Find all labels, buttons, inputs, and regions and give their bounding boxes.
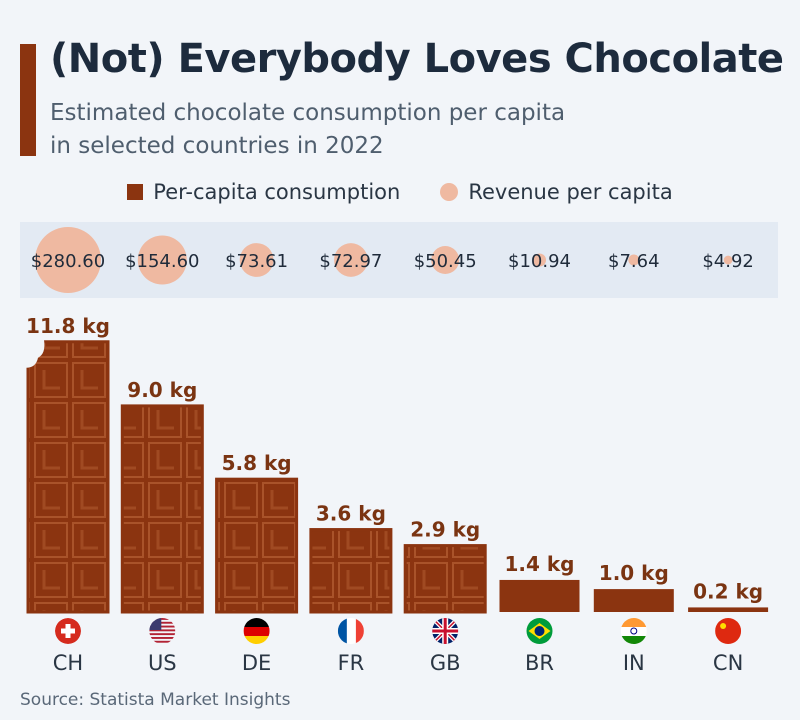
revenue-label-US: $154.60 xyxy=(125,251,199,272)
flag-france-icon xyxy=(337,618,364,644)
flag-switzerland-icon xyxy=(55,618,81,644)
consumption-bar-FR xyxy=(309,528,393,614)
flag-india-icon xyxy=(620,618,647,644)
category-label-CN: CN xyxy=(713,651,743,675)
chart-title: (Not) Everybody Loves Chocolate xyxy=(50,36,784,82)
revenue-circle-CN xyxy=(723,255,733,265)
consumption-label-BR: 1.4 kg xyxy=(504,552,574,576)
consumption-bar-DE xyxy=(215,477,299,614)
bite-mark xyxy=(26,339,45,368)
revenue-label-CH: $280.60 xyxy=(31,251,105,272)
consumption-label-GB: 2.9 kg xyxy=(410,518,480,542)
legend-item-consumption: Per-capita consumption xyxy=(127,180,400,204)
legend: Per-capita consumption Revenue per capit… xyxy=(0,180,800,204)
legend-label-consumption: Per-capita consumption xyxy=(153,180,401,204)
legend-item-revenue: Revenue per capita xyxy=(440,180,673,204)
category-label-GB: GB xyxy=(430,651,461,675)
consumption-bar-GB xyxy=(403,544,487,614)
legend-swatch-consumption xyxy=(127,184,144,200)
category-label-IN: IN xyxy=(623,651,645,675)
revenue-circle-DE xyxy=(239,243,274,277)
consumption-bar-IN xyxy=(593,589,674,612)
category-label-DE: DE xyxy=(242,651,271,675)
consumption-bar-BR xyxy=(499,579,580,612)
flag-usa-icon xyxy=(149,618,176,643)
chart-subtitle-line1: Estimated chocolate consumption per capi… xyxy=(50,100,566,126)
revenue-label-GB: $50.45 xyxy=(414,251,477,272)
source-note: Source: Statista Market Insights xyxy=(20,690,291,710)
revenue-label-FR: $72.97 xyxy=(319,251,382,272)
revenue-circle-IN xyxy=(628,254,640,266)
consumption-bar-US xyxy=(120,404,204,614)
revenue-circle-FR xyxy=(334,243,368,277)
category-label-BR: BR xyxy=(525,651,554,675)
revenue-label-IN: $7.64 xyxy=(608,251,660,272)
revenue-label-CN: $4.92 xyxy=(702,251,754,272)
revenue-circle-GB xyxy=(431,246,460,274)
flag-brazil-icon xyxy=(526,618,553,644)
legend-label-revenue: Revenue per capita xyxy=(468,180,673,204)
title-accent-bar xyxy=(20,44,36,156)
revenue-circle-US xyxy=(137,235,187,285)
consumption-label-DE: 5.8 kg xyxy=(222,451,292,475)
revenue-label-DE: $73.61 xyxy=(225,251,288,272)
consumption-label-CN: 0.2 kg xyxy=(693,579,763,603)
revenue-circle-BR xyxy=(532,253,547,267)
consumption-bar-CH xyxy=(26,340,110,614)
consumption-label-CH: 11.8 kg xyxy=(26,314,110,338)
consumption-label-US: 9.0 kg xyxy=(127,378,197,402)
consumption-label-IN: 1.0 kg xyxy=(599,561,669,585)
revenue-label-BR: $10.94 xyxy=(508,251,571,272)
category-label-FR: FR xyxy=(338,651,365,675)
consumption-label-FR: 3.6 kg xyxy=(316,502,386,526)
revenue-circle-CH xyxy=(35,227,101,293)
category-label-US: US xyxy=(148,651,177,675)
flag-china-icon xyxy=(715,618,742,644)
category-label-CH: CH xyxy=(53,651,83,675)
legend-swatch-revenue xyxy=(440,183,459,201)
chart-subtitle-line2: in selected countries in 2022 xyxy=(50,133,384,159)
flag-germany-icon xyxy=(243,618,270,644)
consumption-bar-CN xyxy=(688,607,769,612)
flag-uk-icon xyxy=(432,618,459,644)
